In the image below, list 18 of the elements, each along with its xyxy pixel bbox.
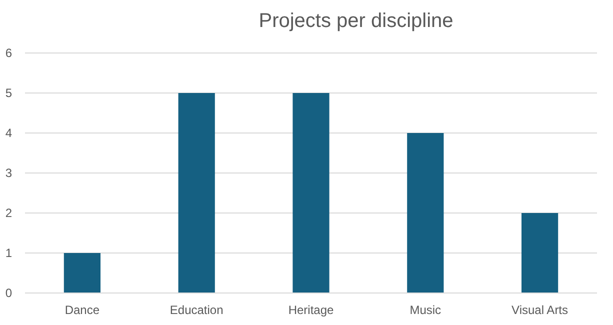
y-tick-label: 1 xyxy=(5,246,12,260)
x-tick-label: Heritage xyxy=(288,303,334,317)
y-tick-label: 5 xyxy=(5,86,12,100)
bar xyxy=(407,133,444,293)
x-tick-label: Education xyxy=(170,303,224,317)
y-tick-label: 4 xyxy=(5,126,12,140)
x-tick-label: Dance xyxy=(64,303,100,317)
bar xyxy=(178,93,215,293)
y-tick-label: 2 xyxy=(5,206,12,220)
bar xyxy=(64,253,101,293)
y-tick-label: 3 xyxy=(5,166,12,180)
bar xyxy=(521,213,558,293)
x-tick-label: Music xyxy=(410,303,442,317)
bar xyxy=(292,93,330,293)
y-tick-label: 0 xyxy=(5,286,12,300)
x-tick-label: Visual Arts xyxy=(512,303,568,317)
y-tick-label: 6 xyxy=(5,46,12,60)
chart-title: Projects per discipline xyxy=(258,10,454,32)
